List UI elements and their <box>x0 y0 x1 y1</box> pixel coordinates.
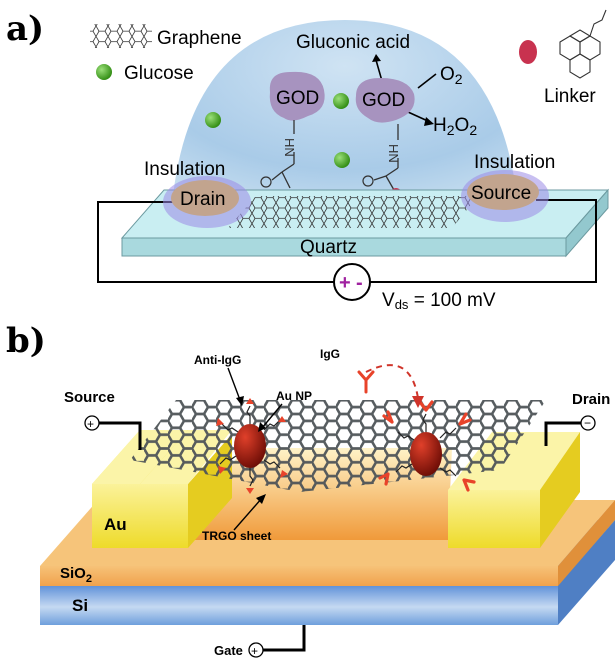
h2o2-arrowhead <box>424 117 434 126</box>
sio2-side <box>558 500 615 586</box>
enzyme-left-label: GOD <box>276 88 319 109</box>
source-label: Source <box>471 183 531 204</box>
panel-b-label: b) <box>6 321 46 361</box>
enzyme-right-label: GOD <box>362 90 405 111</box>
au-np-label: Au NP <box>276 389 312 403</box>
voltage-minus: - <box>356 272 363 294</box>
legend-glucose: Glucose <box>124 63 194 84</box>
voltage-source <box>333 263 371 301</box>
np-linkers-right <box>395 413 457 477</box>
gate-label: Gate <box>214 643 243 658</box>
sio2-label: SiO2 <box>60 565 92 585</box>
au-nanoparticle-left <box>234 424 266 468</box>
au-nanoparticle-right <box>410 432 442 476</box>
glucose-legend-icon <box>96 64 112 80</box>
anti-igg-markers <box>216 398 288 494</box>
bound-igg-antibodies <box>378 400 476 492</box>
trgo-pointer-head <box>256 494 266 504</box>
free-igg <box>357 370 375 394</box>
glucose-molecule <box>333 93 349 109</box>
igg-label: IgG <box>320 347 340 361</box>
god-enzyme-left <box>269 71 325 121</box>
source-terminal-label: Source <box>64 389 115 406</box>
god-enzyme-right <box>355 78 415 123</box>
au-label: Au <box>104 515 127 534</box>
nh-left: HN <box>282 138 297 157</box>
o2-label: O2 <box>440 64 463 87</box>
legend-graphene: Graphene <box>157 28 242 49</box>
si-label: Si <box>72 596 88 615</box>
o2-line <box>417 73 437 89</box>
glucose-molecule <box>205 112 221 128</box>
glucose-molecule <box>334 152 350 168</box>
trgo-pointer <box>233 497 263 531</box>
quartz-side <box>565 188 609 258</box>
circuit-wire-right <box>370 199 597 283</box>
circuit-wire-left <box>97 201 334 283</box>
trgo-label: TRGO sheet <box>202 529 271 543</box>
binding-arrowhead <box>412 396 424 408</box>
insulation-right-label: Insulation <box>474 152 555 173</box>
graphene-sheet <box>228 196 478 228</box>
drain-minus: − <box>584 416 591 430</box>
source-wire <box>99 421 142 450</box>
au-pad-right-side <box>540 432 580 548</box>
quartz-label: Quartz <box>300 237 357 258</box>
gate-plus: + <box>251 644 258 658</box>
nh-right: HN <box>386 144 401 163</box>
source-plus: + <box>87 417 94 431</box>
anti-igg-label: Anti-IgG <box>194 353 241 367</box>
si-front <box>40 585 558 625</box>
pyrene-linker-icon <box>559 9 607 79</box>
si-side <box>558 520 615 625</box>
carbonyl-o-left <box>260 176 272 188</box>
gate-terminal <box>248 642 264 658</box>
voltage-plus: + <box>339 272 351 294</box>
au-pad-right-front <box>448 490 540 548</box>
source-electrode <box>467 174 539 210</box>
panel-a-label: a) <box>6 9 44 49</box>
au-pad-left-front <box>92 484 188 548</box>
anti-igg-pointer <box>227 367 241 401</box>
gate-wire <box>262 625 306 652</box>
insulation-left-label: Insulation <box>144 159 225 180</box>
h2o2-label: H2O2 <box>433 115 477 138</box>
amide-linker-right <box>373 124 399 191</box>
graphene-legend-icon <box>90 24 152 48</box>
gluconic-acid-label: Gluconic acid <box>296 32 410 53</box>
drain-label: Drain <box>180 189 225 210</box>
drain-terminal-label: Drain <box>572 391 610 408</box>
np-linkers-left <box>219 405 281 487</box>
anti-igg-pointer-head <box>236 396 244 406</box>
au-np-pointer <box>261 403 283 429</box>
carbonyl-o-right <box>362 175 374 187</box>
drain-wire <box>544 421 581 446</box>
sio2-front <box>40 566 558 586</box>
legend-linker: Linker <box>544 86 596 107</box>
vds-label: Vds = 100 mV <box>382 290 496 312</box>
amide-linker-left <box>271 120 295 189</box>
gluconic-arrowhead <box>372 54 381 62</box>
binding-arrow <box>365 364 419 399</box>
linker-legend-icon <box>519 40 537 64</box>
drain-electrode <box>171 180 239 216</box>
solution-dome <box>172 20 518 205</box>
au-np-pointer-head <box>258 422 266 432</box>
